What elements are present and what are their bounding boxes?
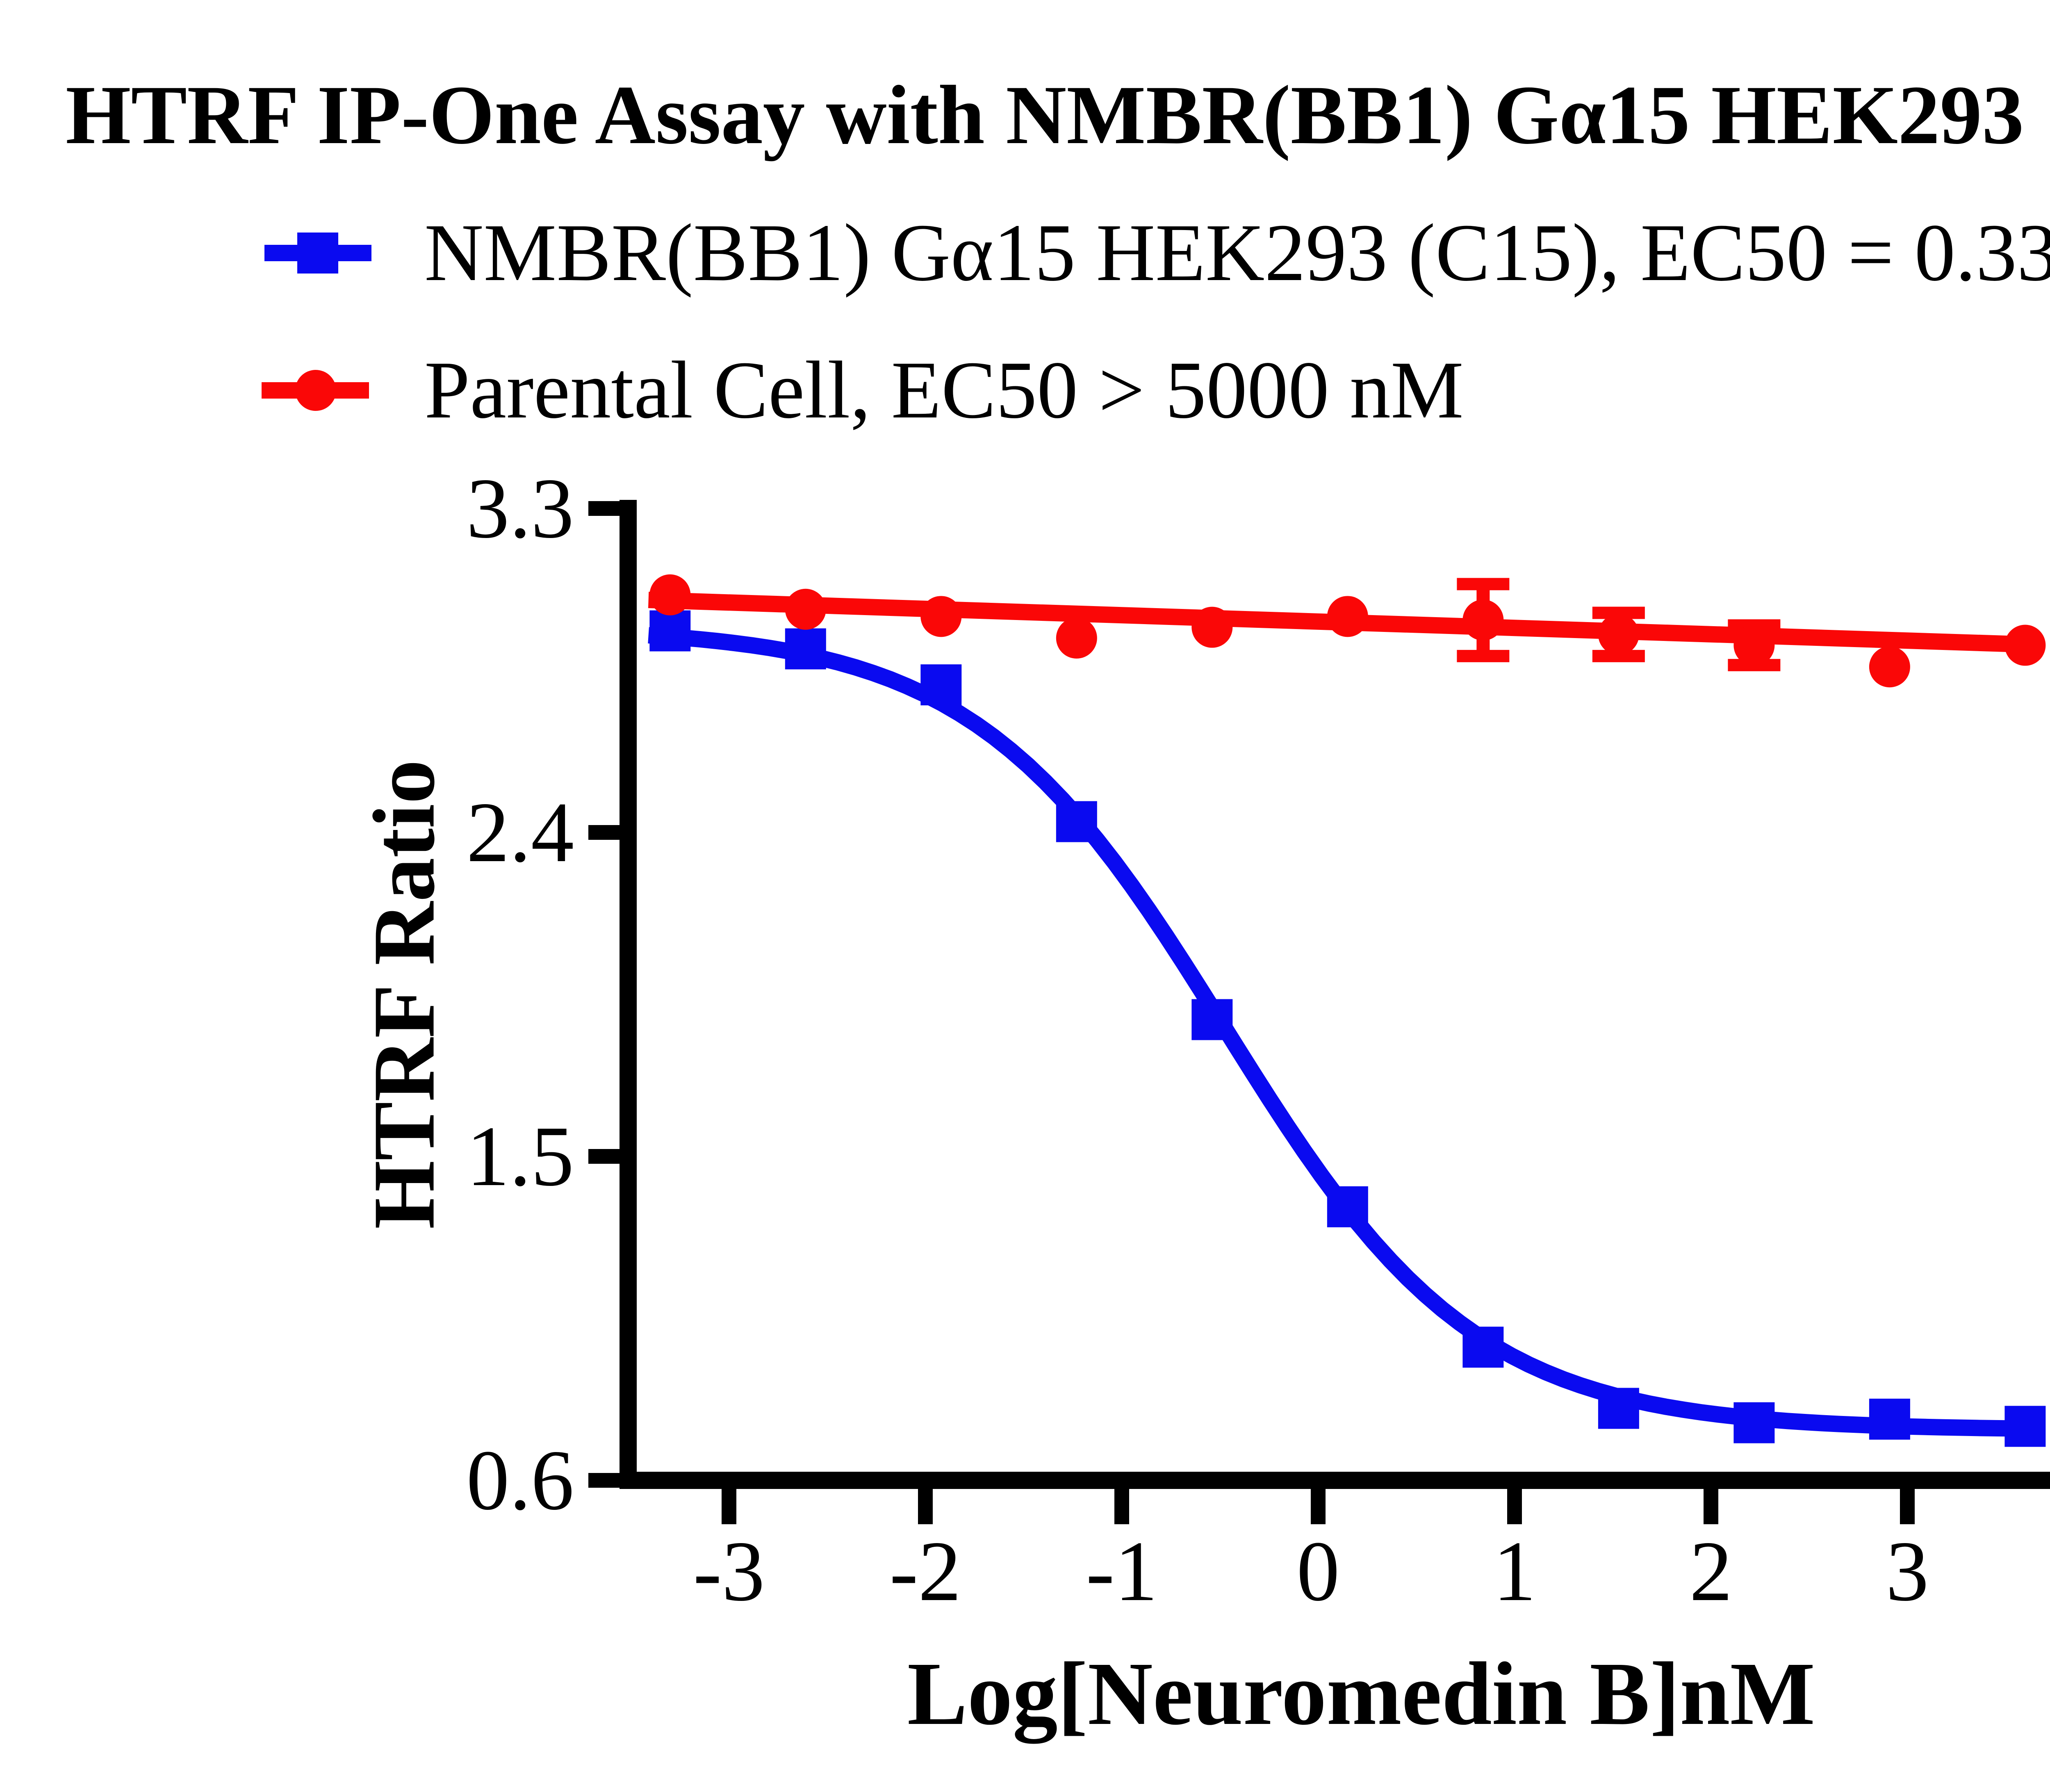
- data-point-circle: [2004, 625, 2046, 666]
- fit-curve: [648, 627, 2029, 1437]
- y-tick: [588, 1149, 620, 1164]
- chart-title: HTRF IP-One Assay with NMBR(BB1) Gα15 HE…: [66, 68, 2050, 162]
- data-point-square: [1191, 999, 1233, 1040]
- data-point-circle: [1462, 600, 1504, 641]
- data-point-square: [1598, 1388, 1639, 1429]
- legend-label-nmbr: NMBR(BB1) Gα15 HEK293 (C15), EC50 = 0.33…: [424, 207, 2050, 298]
- y-tick: [588, 501, 620, 516]
- data-point-circle: [1598, 614, 1639, 655]
- data-point-circle: [1191, 606, 1233, 648]
- x-axis-title: Log[Neuromedin B]nM: [907, 1644, 1815, 1744]
- x-tick: [1114, 1489, 1129, 1524]
- x-tick-label: 3: [1886, 1524, 1929, 1619]
- data-point-square: [2004, 1406, 2046, 1447]
- data-point-circle: [920, 596, 962, 637]
- x-tick-label: -2: [890, 1524, 961, 1619]
- data-point-square: [785, 628, 826, 670]
- legend-square-blue: [297, 233, 338, 274]
- y-tick-label: 0.6: [467, 1433, 574, 1528]
- y-tick-label: 1.5: [467, 1109, 574, 1204]
- x-axis-spine: [620, 1472, 2050, 1489]
- data-point-circle: [785, 588, 826, 630]
- y-tick: [588, 1473, 620, 1488]
- x-tick: [722, 1489, 736, 1524]
- x-tick: [1507, 1489, 1522, 1524]
- data-point-circle: [649, 574, 691, 616]
- y-axis-spine: [620, 499, 637, 1489]
- data-point-circle: [1327, 596, 1368, 637]
- data-point-square: [920, 664, 962, 706]
- data-point-square: [1056, 801, 1097, 842]
- data-point-square: [649, 610, 691, 652]
- data-point-circle: [1056, 617, 1097, 659]
- data-point-circle: [1869, 646, 1910, 688]
- legend-label-parental: Parental Cell, EC50 > 5000 nM: [424, 345, 1464, 435]
- data-point-square: [1733, 1402, 1775, 1443]
- data-point-square: [1869, 1398, 1910, 1440]
- x-tick: [1311, 1489, 1326, 1524]
- x-tick-label: 2: [1690, 1524, 1733, 1619]
- x-tick-label: -1: [1086, 1524, 1158, 1619]
- x-tick: [1900, 1489, 1915, 1524]
- legend-circle-red: [295, 370, 336, 411]
- y-tick: [588, 825, 620, 840]
- x-tick-label: -3: [693, 1524, 765, 1619]
- x-tick: [1704, 1489, 1718, 1524]
- legend-circle-marker-icon: [262, 370, 369, 411]
- y-tick-label: 2.4: [467, 785, 574, 880]
- y-tick-label: 3.3: [467, 461, 574, 556]
- data-point-circle: [1733, 625, 1775, 666]
- x-tick-label: 1: [1493, 1524, 1536, 1619]
- data-point-square: [1462, 1327, 1504, 1368]
- legend-square-marker-icon: [264, 233, 371, 274]
- data-point-square: [1327, 1186, 1368, 1227]
- x-tick-label: 0: [1297, 1524, 1340, 1619]
- x-tick: [918, 1489, 933, 1524]
